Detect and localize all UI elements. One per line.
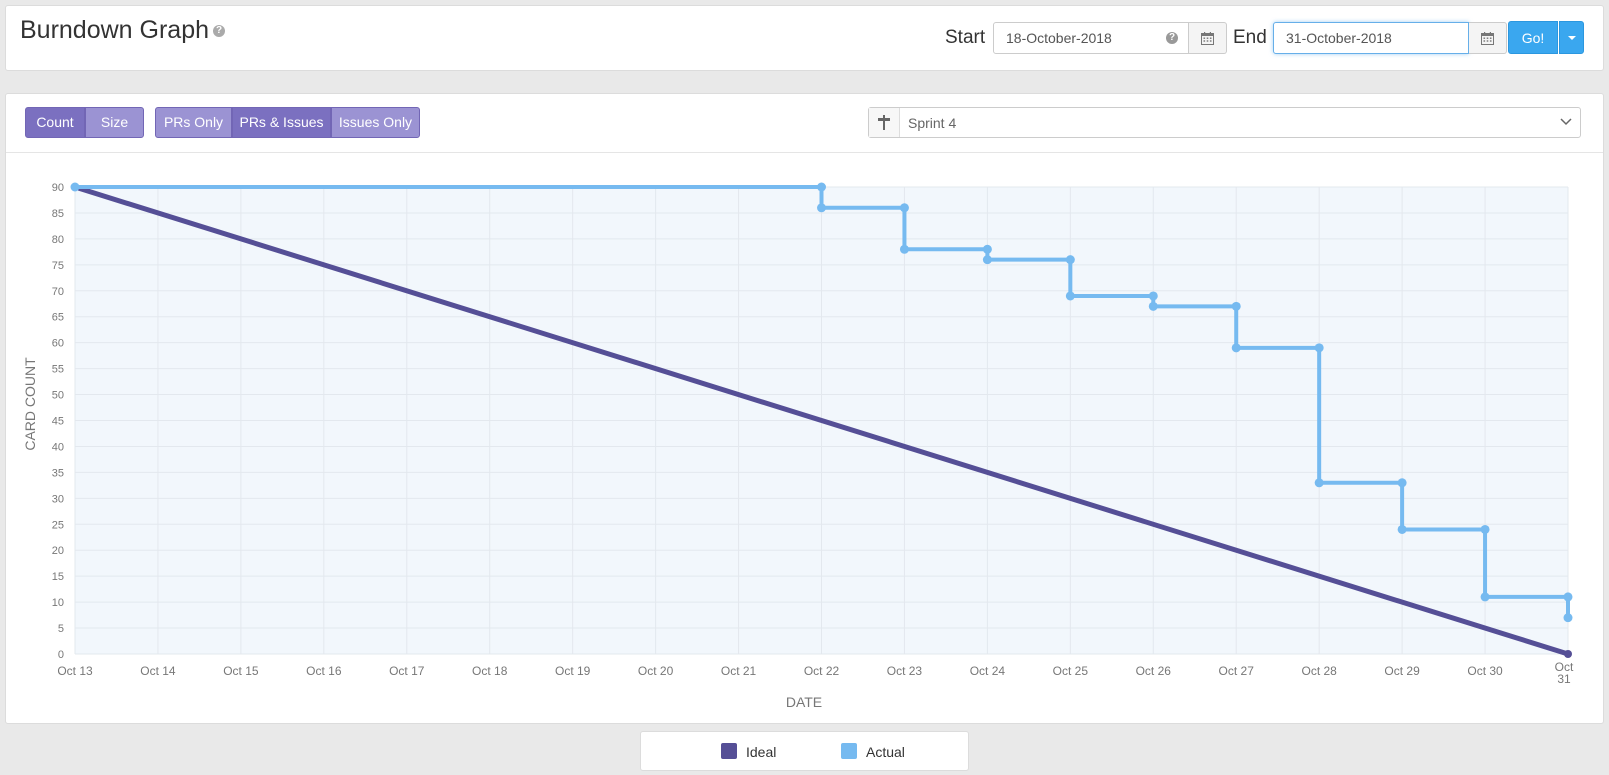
actual-point xyxy=(1563,613,1573,623)
actual-point xyxy=(899,244,909,254)
toggle-prs-only[interactable]: PRs Only xyxy=(155,107,232,138)
x-tick-label: Oct 28 xyxy=(1301,664,1337,678)
actual-point xyxy=(1148,301,1158,311)
toggle-size[interactable]: Size xyxy=(85,107,144,138)
x-tick-label: Oct 25 xyxy=(1053,664,1089,678)
y-tick-label: 15 xyxy=(52,571,64,583)
y-tick-label: 5 xyxy=(58,623,64,635)
actual-point xyxy=(1065,291,1075,301)
calendar-icon xyxy=(1481,32,1494,45)
x-axis-title: DATE xyxy=(786,694,822,710)
y-tick-label: 90 xyxy=(52,182,64,194)
signpost-icon xyxy=(878,115,890,130)
toolbar-divider xyxy=(6,152,1603,153)
y-tick-label: 0 xyxy=(58,649,64,661)
x-tick-label: Oct 27 xyxy=(1219,664,1255,678)
actual-point xyxy=(1314,343,1324,353)
y-axis-title: CARD COUNT xyxy=(22,357,38,451)
actual-point xyxy=(1148,291,1158,301)
end-calendar-button[interactable] xyxy=(1469,22,1507,54)
actual-point xyxy=(1314,478,1324,488)
x-tick-label: Oct 21 xyxy=(721,664,757,678)
go-button[interactable]: Go! xyxy=(1508,21,1558,54)
help-icon[interactable]: ? xyxy=(213,25,226,38)
end-date-input[interactable] xyxy=(1273,22,1469,54)
toggle-prs-and-issues[interactable]: PRs & Issues xyxy=(232,107,331,138)
y-tick-label: 60 xyxy=(52,338,64,350)
x-tick-label: Oct 23 xyxy=(887,664,923,678)
y-tick-label: 85 xyxy=(52,208,64,220)
y-tick-label: 20 xyxy=(52,545,64,557)
toggle-issues-only[interactable]: Issues Only xyxy=(331,107,420,138)
actual-point xyxy=(1231,343,1241,353)
y-tick-label: 75 xyxy=(52,260,64,272)
y-tick-label: 25 xyxy=(52,519,64,531)
actual-point xyxy=(817,203,826,213)
actual-point xyxy=(1231,301,1241,311)
actual-point xyxy=(1480,592,1490,602)
chevron-down-icon xyxy=(1560,118,1572,126)
page-title: Burndown Graph? xyxy=(20,16,226,45)
actual-point xyxy=(1480,524,1490,534)
question-icon[interactable]: ? xyxy=(1166,32,1178,44)
go-dropdown-toggle[interactable] xyxy=(1559,21,1584,54)
start-label: Start xyxy=(945,27,986,48)
x-tick-label: Oct 17 xyxy=(389,664,425,678)
actual-point xyxy=(70,182,80,192)
x-tick-label: Oct 31 xyxy=(1555,660,1574,686)
series-line-ideal xyxy=(72,184,1571,657)
y-tick-label: 40 xyxy=(52,441,64,453)
sprint-icon-box xyxy=(869,108,900,137)
y-tick-label: 55 xyxy=(52,364,64,376)
legend-label-ideal[interactable]: Ideal xyxy=(746,744,777,760)
legend-swatch-ideal xyxy=(721,743,737,759)
legend-panel xyxy=(640,731,969,771)
y-tick-label: 35 xyxy=(52,467,64,479)
x-tick-label: Oct 15 xyxy=(223,664,259,678)
x-tick-label: Oct 20 xyxy=(638,664,674,678)
actual-point xyxy=(982,255,992,265)
actual-point xyxy=(899,203,909,213)
y-tick-label: 50 xyxy=(52,390,64,402)
x-tick-label: Oct 24 xyxy=(970,664,1006,678)
x-tick-label: Oct 26 xyxy=(1136,664,1172,678)
page-title-text: Burndown Graph xyxy=(20,16,210,44)
start-date-input[interactable] xyxy=(993,22,1189,54)
ideal-point xyxy=(1564,650,1572,658)
toggle-count[interactable]: Count xyxy=(25,107,85,138)
x-tick-label: Oct 13 xyxy=(57,664,93,678)
x-tick-label: Oct 14 xyxy=(140,664,176,678)
legend-label-actual[interactable]: Actual xyxy=(866,744,905,760)
y-tick-label: 80 xyxy=(52,234,64,246)
axis-ticks: 0 5 10 15 20 25 30 35 40 45 50 55 60 65 70 75 80 85 90 Oct … xyxy=(52,182,1574,686)
actual-point xyxy=(1397,524,1407,534)
y-tick-label: 45 xyxy=(52,416,64,428)
burndown-chart: 0 5 10 15 20 25 30 35 40 45 50 55 60 65 70 75 80 85 90 Oct … xyxy=(22,182,1574,710)
actual-point xyxy=(1397,478,1407,488)
series-lines xyxy=(70,182,1573,658)
calendar-icon xyxy=(1201,32,1214,45)
actual-point xyxy=(817,182,826,192)
actual-point xyxy=(982,244,992,254)
legend-swatch-actual xyxy=(841,743,857,759)
y-tick-label: 70 xyxy=(52,286,64,298)
y-tick-label: 30 xyxy=(52,493,64,505)
x-tick-label: Oct 22 xyxy=(804,664,840,678)
x-tick-label: Oct 29 xyxy=(1384,664,1420,678)
y-tick-label: 65 xyxy=(52,312,64,324)
x-tick-label: Oct 30 xyxy=(1467,664,1503,678)
x-tick-label: Oct 18 xyxy=(472,664,508,678)
start-calendar-button[interactable] xyxy=(1189,22,1227,54)
sprint-select-value: Sprint 4 xyxy=(908,115,957,131)
end-label: End xyxy=(1233,27,1267,48)
sprint-select[interactable]: Sprint 4 xyxy=(868,107,1581,138)
y-tick-label: 10 xyxy=(52,597,64,609)
actual-point xyxy=(1563,592,1573,602)
x-tick-label: Oct 16 xyxy=(306,664,342,678)
actual-point xyxy=(1065,255,1075,265)
x-tick-label: Oct 19 xyxy=(555,664,591,678)
